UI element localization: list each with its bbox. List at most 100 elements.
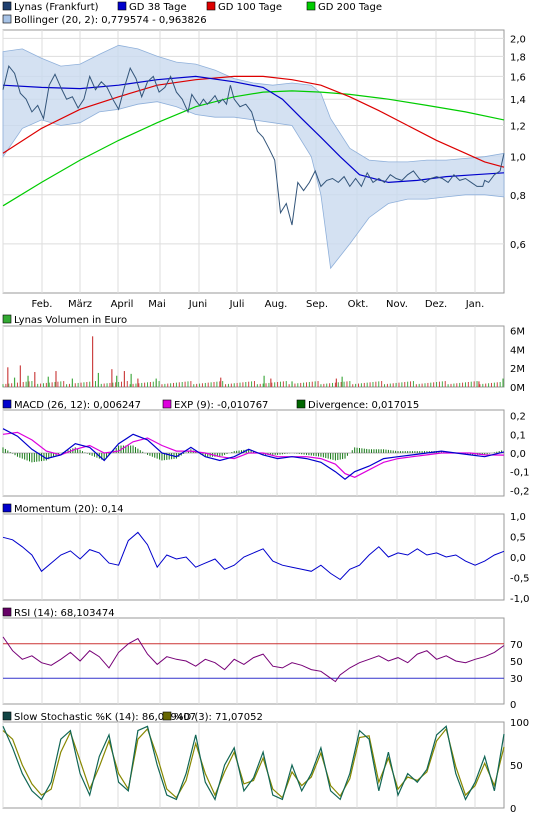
legend-label: Slow Stochastic %K (14): 86,059407 [14, 712, 196, 723]
legend-item: Momentum (20): 0,14 [2, 503, 124, 515]
y-tick-label: -1,0 [510, 594, 530, 605]
legend-swatch [2, 399, 12, 409]
x-tick-label: Feb. [32, 299, 53, 310]
panel-momentum: Momentum (20): 0,14 1,0 0,5 0,0 -0,5 -1,0 [2, 503, 530, 605]
y-tick-label: 2,0 [510, 34, 526, 45]
bollinger-band [2, 44, 505, 270]
x-tick-label: Dez. [425, 299, 447, 310]
x-tick-label: Juni [188, 299, 207, 310]
y-tick-label: 1,2 [510, 122, 526, 133]
panel-volume: Lynas Volumen in Euro 6M 4M 2M 0M [2, 314, 525, 394]
legend-label: Momentum (20): 0,14 [14, 504, 124, 515]
legend-label: Lynas (Frankfurt) [14, 2, 99, 13]
series-line [2, 75, 505, 168]
panel-stochastic: Slow Stochastic %K (14): 86,059407%D (3)… [2, 711, 529, 814]
y-tick-label: 1,4 [510, 95, 526, 106]
y-tick-label: 6M [510, 327, 525, 338]
panel-macd: MACD (26, 12): 0,006247 EXP (9): -0,01076… [2, 399, 530, 497]
y-tick-label: 0,6 [510, 240, 526, 251]
y-tick-label: -0,2 [510, 486, 530, 497]
series-line [2, 431, 505, 478]
legend-item: GD 38 Tage [117, 1, 187, 13]
y-tick-label: 50 [510, 761, 523, 772]
legend-item: RSI (14): 68,103474 [2, 607, 115, 619]
y-tick-label: 0,0 [510, 553, 526, 564]
series-line [2, 428, 505, 480]
plot-area [2, 325, 505, 388]
series-line [2, 75, 505, 184]
series-line [2, 531, 505, 581]
y-tick-label: 0,5 [510, 533, 526, 544]
legend-item: %D (3): 71,07052 [162, 711, 263, 723]
x-tick-label: April [111, 299, 134, 310]
legend-swatch [117, 1, 127, 11]
legend-item: GD 200 Tage [306, 1, 382, 13]
y-tick-label: 1,0 [510, 153, 526, 164]
legend-item: EXP (9): -0,010767 [162, 399, 268, 411]
legend-label: RSI (14): 68,103474 [14, 608, 115, 619]
legend-swatch [162, 399, 172, 409]
legend-label: Lynas Volumen in Euro [14, 315, 127, 326]
y-tick-label: 0,0 [510, 449, 526, 460]
legend-swatch [296, 399, 306, 409]
y-tick-label: 0 [510, 700, 516, 711]
legend-item: Slow Stochastic %K (14): 86,059407 [2, 711, 196, 723]
y-tick-label: -0,5 [510, 573, 530, 584]
y-tick-label: 70 [510, 640, 523, 651]
series-line [2, 725, 505, 801]
legend-swatch [2, 503, 12, 513]
legend-label: EXP (9): -0,010767 [174, 400, 268, 411]
y-tick-label: 50 [510, 657, 523, 668]
panel-rsi: RSI (14): 68,103474 70 50 30 0 [2, 607, 523, 711]
y-tick-label: 2M [510, 364, 525, 375]
plot-area [2, 513, 505, 601]
legend-item: Divergence: 0,017015 [296, 399, 419, 411]
legend-item: Lynas Volumen in Euro [2, 314, 127, 326]
legend-item: GD 100 Tage [206, 1, 282, 13]
legend-swatch [2, 711, 12, 721]
plot-area [2, 721, 505, 809]
x-tick-label: Nov. [386, 299, 408, 310]
plot-area [2, 617, 505, 705]
legend-swatch [2, 1, 12, 11]
x-tick-label: Aug. [265, 299, 288, 310]
x-tick-label: Juli [229, 299, 245, 310]
x-tick-label: März [68, 299, 92, 310]
panel-price: Lynas (Frankfurt) GD 38 Tage GD 100 Tage GD… [2, 1, 526, 310]
y-tick-label: 0,8 [510, 191, 526, 202]
y-tick-label: -0,1 [510, 468, 530, 479]
legend-label: GD 100 Tage [218, 2, 282, 13]
legend-label: %D (3): 71,07052 [174, 712, 263, 723]
series-line [2, 636, 505, 683]
legend-label: Divergence: 0,017015 [308, 400, 419, 411]
legend-label: Bollinger (20, 2): 0,779574 - 0,963826 [14, 15, 207, 26]
legend-item: Bollinger (20, 2): 0,779574 - 0,963826 [2, 14, 207, 26]
y-tick-label: 0,2 [510, 412, 526, 423]
legend-label: GD 38 Tage [129, 2, 187, 13]
legend-swatch [206, 1, 216, 11]
legend-item: MACD (26, 12): 0,006247 [2, 399, 141, 411]
legend-swatch [2, 314, 12, 324]
x-tick-label: Okt. [348, 299, 369, 310]
y-tick-label: 1,6 [510, 72, 526, 83]
x-tick-label: Mai [148, 299, 166, 310]
series-line [2, 64, 505, 226]
y-tick-label: 100 [510, 718, 529, 729]
y-tick-label: 1,0 [510, 512, 526, 523]
legend-item: Lynas (Frankfurt) [2, 1, 99, 13]
series-line [2, 90, 505, 207]
x-tick-label: Sep. [306, 299, 328, 310]
legend-swatch [162, 711, 172, 721]
y-tick-label: 0M [510, 383, 525, 394]
y-tick-label: 1,8 [510, 52, 526, 63]
legend-label: GD 200 Tage [318, 2, 382, 13]
x-tick-label: Jan. [465, 299, 485, 310]
legend-swatch [2, 14, 12, 24]
y-tick-label: 30 [510, 674, 523, 685]
y-tick-label: 0,1 [510, 430, 526, 441]
legend-swatch [2, 607, 12, 617]
y-tick-label: 4M [510, 345, 525, 356]
y-tick-label: 0 [510, 804, 516, 814]
legend-swatch [306, 1, 316, 11]
